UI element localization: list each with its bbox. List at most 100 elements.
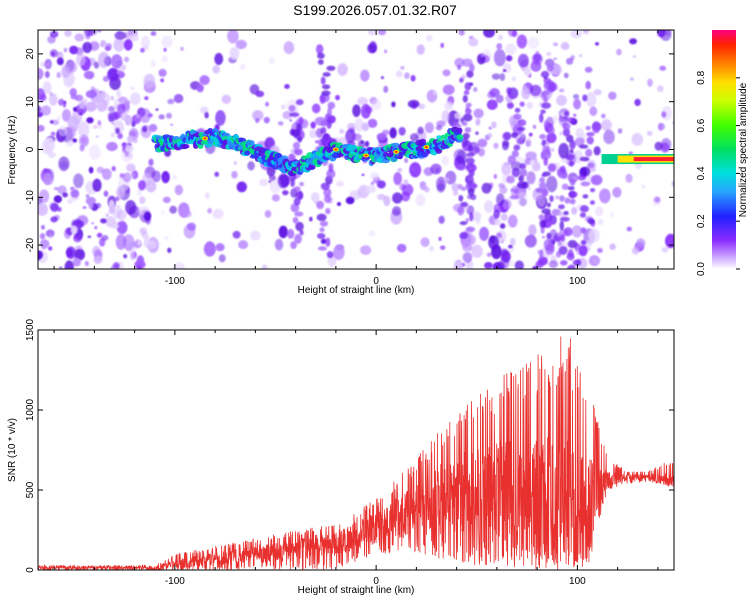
spectrogram-cell — [321, 84, 331, 90]
spectrogram-cell — [453, 259, 463, 269]
spectrogram-cell — [469, 212, 474, 222]
spectrogram-cell — [69, 88, 78, 97]
spectrogram-cell — [42, 81, 52, 94]
spectrogram-cell — [546, 132, 557, 144]
spectrogram-x-tick-label: -100 — [165, 276, 185, 287]
spectrogram-cell — [465, 226, 476, 233]
spectrogram-cell — [397, 168, 403, 173]
spectrogram-cell — [70, 94, 78, 100]
spectrogram-cell — [86, 117, 94, 124]
snr-y-tick-label: 1000 — [25, 398, 36, 421]
spectrogram-cell — [204, 192, 210, 200]
spectrogram-cell — [509, 195, 520, 200]
spectrogram-cell — [83, 30, 94, 37]
spectrogram-cell — [631, 132, 644, 146]
spectrogram-cell — [564, 197, 571, 204]
spectrogram-cell — [79, 108, 84, 115]
spectrogram-cell — [511, 167, 521, 178]
spectrogram-cell — [626, 226, 633, 232]
spectrogram-cell — [77, 121, 90, 138]
spectrogram-cell — [494, 218, 502, 226]
spectrogram-cell — [120, 223, 126, 232]
spectrogram-cell — [579, 212, 587, 218]
spectrogram-cell — [597, 247, 603, 253]
spectrogram-cell — [291, 129, 301, 138]
spectrogram-cell — [299, 229, 304, 236]
spectrogram-cell — [100, 39, 107, 48]
spectrogram-cell — [439, 245, 446, 250]
spectrogram-cell — [593, 259, 598, 265]
spectrogram-cell — [41, 245, 46, 250]
spectrogram-cell — [543, 157, 549, 166]
spectrogram-cell — [550, 148, 555, 152]
colorbar: 0.0 0.2 0.4 0.6 0.8 Normalized spectral ampl… — [696, 30, 749, 276]
spectrogram-cell — [288, 104, 296, 112]
spectrogram-cell — [465, 217, 470, 223]
spectrogram-cell — [214, 171, 220, 177]
spectrogram-cell — [401, 183, 414, 196]
spectrogram-cell — [636, 238, 646, 248]
spectrogram-cell — [144, 96, 149, 100]
spectrogram-cell — [354, 118, 365, 132]
spectrogram-cell — [462, 132, 470, 140]
spectrogram-cell — [547, 163, 557, 173]
spectrogram-cell — [632, 55, 637, 58]
spectrogram-cell — [45, 62, 51, 68]
spectrogram-cell — [558, 211, 565, 217]
spectrogram-cell — [505, 43, 517, 55]
spectrogram-cell — [671, 181, 674, 187]
spectrogram-cell — [290, 241, 297, 250]
spectrogram-cell — [559, 195, 565, 202]
spectrogram-cell — [38, 68, 44, 80]
spectrogram-cell — [172, 175, 177, 180]
spectrogram-cell — [527, 137, 531, 141]
spectrogram-cell — [360, 245, 372, 255]
spectrogram-cell — [548, 260, 559, 269]
spectrogram-cell — [657, 30, 666, 38]
spectrogram-cell — [458, 30, 465, 36]
spectrogram-ridge-cell — [246, 139, 255, 146]
spectrogram-cell — [293, 186, 301, 193]
spectrogram-cell — [491, 244, 502, 260]
spectrogram-cell — [546, 64, 554, 72]
spectrogram-cell — [238, 240, 249, 250]
spectrogram-cell — [581, 166, 591, 177]
spectrogram-cell — [524, 67, 532, 77]
spectrogram-cell — [113, 37, 125, 52]
spectrogram-cell — [281, 104, 286, 110]
spectrogram-cell — [97, 120, 102, 126]
spectrogram-cell — [641, 184, 646, 189]
spectrogram-cell — [495, 94, 504, 103]
spectrogram-cell — [529, 84, 542, 97]
spectrogram-cell — [38, 197, 43, 206]
spectrogram-cell — [521, 87, 531, 100]
spectrogram-cell — [367, 30, 376, 36]
spectrogram-cell — [589, 106, 598, 117]
spectrogram-cell — [464, 82, 472, 91]
spectrogram-cell — [360, 104, 371, 119]
spectrogram-cell — [316, 213, 327, 222]
spectrogram-cell — [647, 78, 653, 87]
spectrogram-cell — [282, 111, 293, 120]
spectrogram-cell — [509, 237, 516, 246]
spectrogram-cell — [528, 132, 533, 137]
spectrogram-cell — [433, 90, 437, 96]
spectrogram-cell — [62, 192, 68, 198]
spectrogram-cell — [297, 136, 302, 143]
spectrogram-cell — [513, 144, 521, 151]
spectrogram-cell — [516, 137, 525, 145]
spectrogram-cell — [45, 229, 55, 238]
spectrogram-cell — [469, 63, 475, 73]
spectrogram-cell — [101, 168, 112, 181]
spectrogram-cell — [629, 77, 634, 81]
spectrogram-cell — [659, 65, 667, 71]
spectrogram-cell — [250, 230, 261, 241]
spectrogram-cell — [173, 93, 184, 104]
spectrogram-cell — [252, 110, 264, 121]
spectrogram-cell — [425, 34, 433, 42]
spectrogram-cell — [212, 208, 224, 220]
spectrogram-cell — [473, 108, 484, 119]
spectrogram-cell — [555, 165, 561, 170]
spectrogram-cell — [459, 77, 464, 83]
spectrogram-cell — [79, 144, 85, 152]
